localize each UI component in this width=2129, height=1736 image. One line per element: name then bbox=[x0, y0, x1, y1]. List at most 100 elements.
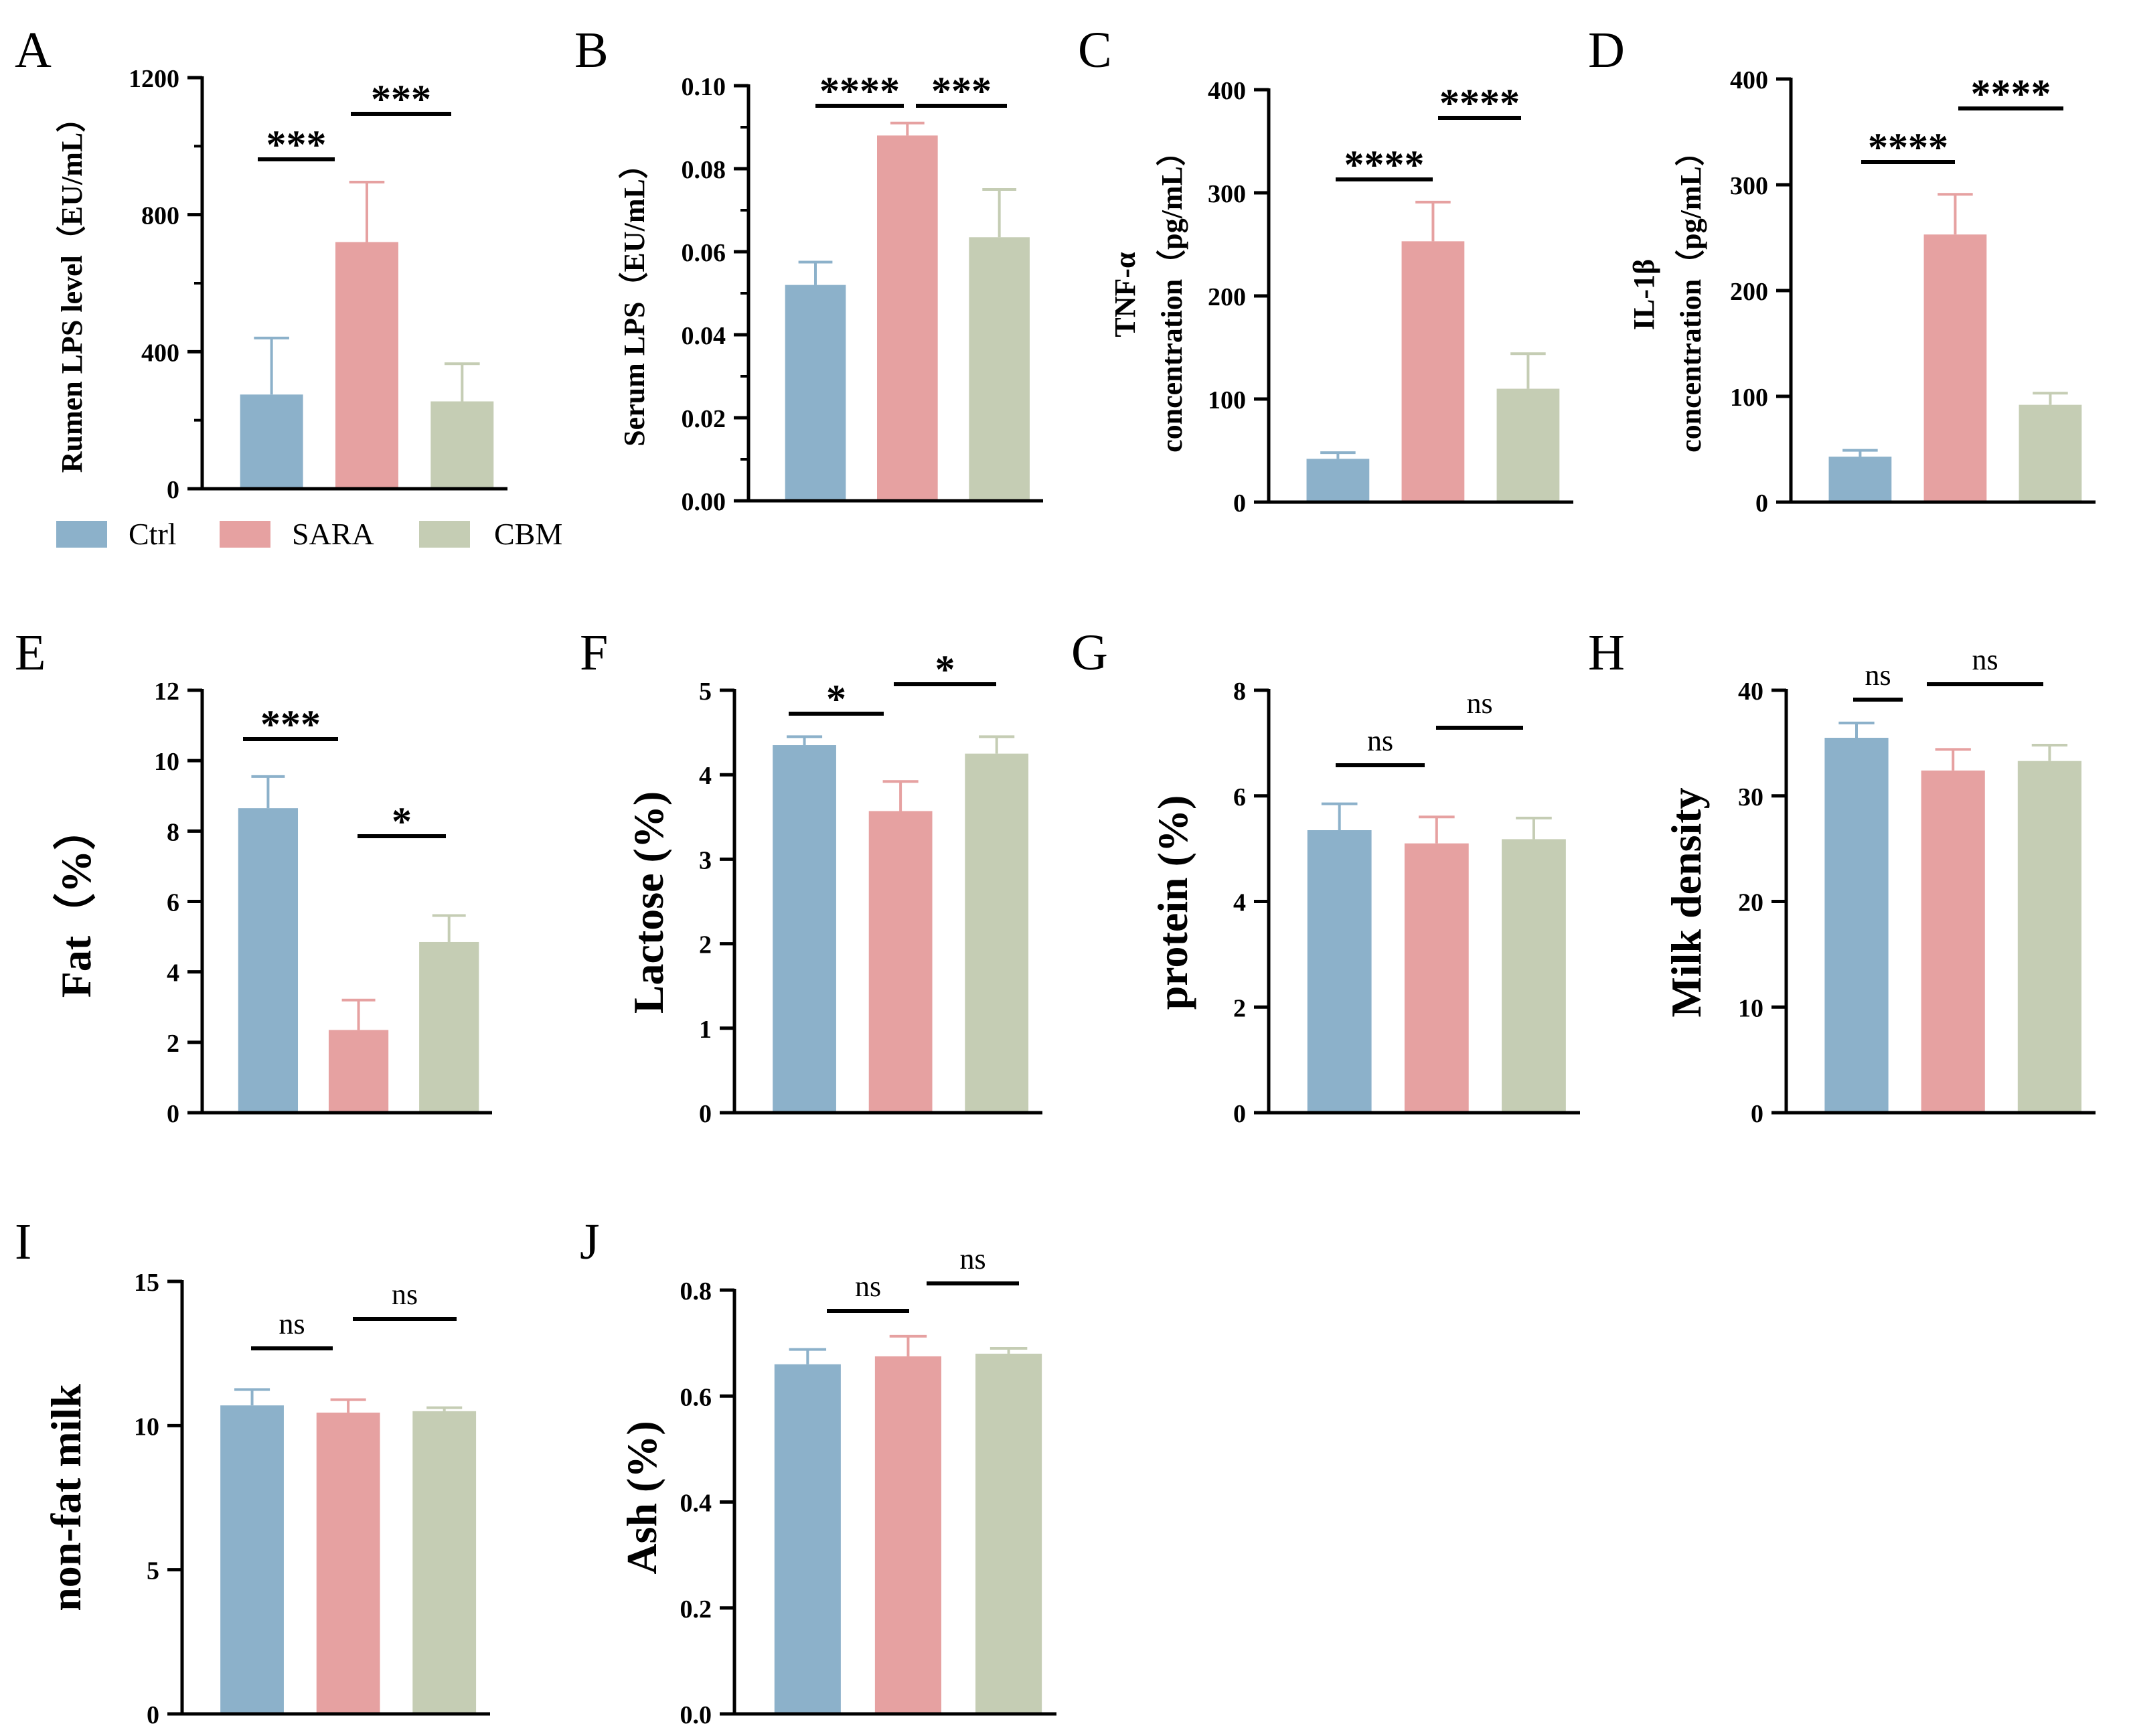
y-tick-label: 0.6 bbox=[680, 1383, 712, 1411]
bar-cbm bbox=[1502, 839, 1566, 1113]
bar-sara bbox=[1404, 843, 1469, 1113]
significance-label: ns bbox=[855, 1270, 881, 1303]
bar-ctrl bbox=[1307, 830, 1372, 1113]
legend-label-cbm: CBM bbox=[494, 517, 562, 551]
significance-label: ns bbox=[1865, 659, 1891, 692]
y-axis-label: Rumen LPS level（EU/mL） bbox=[56, 103, 88, 473]
bar-sara bbox=[1921, 770, 1985, 1113]
y-tick-label: 5 bbox=[699, 678, 712, 706]
significance-label: * bbox=[392, 799, 412, 844]
y-axis-label: TNF-α bbox=[1109, 252, 1141, 337]
y-axis-label: protein (%) bbox=[1149, 795, 1196, 1010]
panel-c: C 0 100 200 300 400 TNF-α concentration（pg/mL） *… bbox=[1078, 22, 1573, 518]
significance-label: ns bbox=[1466, 687, 1492, 720]
bar-ctrl bbox=[238, 808, 299, 1113]
y-axis-label: concentration（pg/mL） bbox=[1674, 137, 1707, 453]
y-tick-label: 10 bbox=[134, 1413, 159, 1441]
bar-ctrl bbox=[240, 394, 303, 489]
y-tick-label: 0 bbox=[1233, 1100, 1246, 1128]
bar-sara bbox=[316, 1412, 380, 1714]
panel-j: J 0.0 0.2 0.4 0.6 0.8 Ash (%) ns ns bbox=[580, 1214, 1056, 1729]
y-tick-label: 0.04 bbox=[682, 322, 726, 350]
y-tick-label: 0.8 bbox=[680, 1277, 712, 1306]
y-axis-label: IL-1β bbox=[1628, 259, 1660, 330]
y-tick-label: 2 bbox=[699, 931, 712, 959]
y-tick-label: 6 bbox=[167, 889, 179, 917]
y-tick-label: 0 bbox=[1751, 1100, 1763, 1128]
bar-ctrl bbox=[1828, 457, 1892, 502]
bar-ctrl bbox=[220, 1405, 284, 1714]
y-tick-label: 400 bbox=[1730, 66, 1768, 94]
y-tick-label: 40 bbox=[1738, 678, 1763, 706]
y-axis-label: Milk density bbox=[1662, 787, 1710, 1017]
significance-label: ns bbox=[392, 1278, 418, 1311]
y-tick-label: 0 bbox=[699, 1100, 712, 1128]
panel-letter: I bbox=[15, 1214, 31, 1270]
panel-letter: D bbox=[1588, 22, 1625, 78]
bar-cbm bbox=[965, 753, 1029, 1113]
y-tick-label: 400 bbox=[1208, 77, 1246, 105]
significance-label: **** bbox=[1344, 143, 1425, 187]
y-tick-label: 4 bbox=[1233, 889, 1246, 917]
y-tick-label: 6 bbox=[1233, 783, 1246, 811]
bar-cbm bbox=[2017, 761, 2081, 1113]
y-tick-label: 2 bbox=[1233, 994, 1246, 1022]
significance-label: * bbox=[826, 677, 846, 721]
y-tick-label: 0 bbox=[147, 1701, 159, 1729]
y-axis-label: Serum LPS（EU/mL） bbox=[618, 149, 651, 447]
bar-ctrl bbox=[1306, 459, 1370, 502]
panel-letter: H bbox=[1588, 625, 1625, 681]
y-tick-label: 8 bbox=[1233, 678, 1246, 706]
legend-label-ctrl: Ctrl bbox=[129, 517, 177, 551]
y-axis-label: Lactose (%) bbox=[625, 791, 672, 1014]
y-axis-label: Ash (%) bbox=[618, 1421, 665, 1574]
bar-sara bbox=[328, 1030, 389, 1113]
panel-letter: G bbox=[1071, 625, 1108, 681]
bar-sara bbox=[1923, 234, 1987, 502]
y-tick-label: 0.2 bbox=[680, 1595, 712, 1624]
panel-h: H 0 10 20 30 40 Milk density ns ns bbox=[1588, 625, 2096, 1128]
y-tick-label: 100 bbox=[1730, 384, 1768, 412]
legend-swatch-ctrl bbox=[56, 521, 107, 548]
y-tick-label: 400 bbox=[141, 339, 179, 367]
significance-label: *** bbox=[371, 77, 431, 121]
bar-sara bbox=[877, 135, 938, 501]
significance-label: **** bbox=[1868, 125, 1948, 169]
legend-swatch-sara bbox=[220, 521, 270, 548]
panel-a: A 0 400 800 1200 Rumen LPS level（EU/mL） *** *** bbox=[15, 22, 507, 504]
bar-cbm bbox=[412, 1411, 477, 1714]
significance-label: **** bbox=[819, 69, 900, 113]
panel-b: B 0.00 0.02 0.04 0.06 0.08 0.10 Serum LPS（EU/mL… bbox=[574, 22, 1043, 516]
panel-f: F 0 1 2 3 4 5 Lactose (%) * * bbox=[580, 625, 1042, 1128]
legend-swatch-cbm bbox=[419, 521, 470, 548]
panel-letter: B bbox=[574, 22, 609, 78]
significance-label: ns bbox=[1367, 724, 1393, 757]
y-axis-label: non-fat milk bbox=[42, 1384, 90, 1611]
bar-sara bbox=[868, 811, 933, 1113]
bar-ctrl bbox=[1824, 737, 1889, 1113]
significance-label: *** bbox=[266, 123, 327, 167]
bar-sara bbox=[874, 1356, 942, 1714]
y-tick-label: 0 bbox=[167, 1100, 179, 1128]
y-tick-label: 300 bbox=[1208, 180, 1246, 208]
bar-cbm bbox=[1496, 388, 1560, 502]
panel-letter: A bbox=[15, 22, 52, 78]
significance-label: **** bbox=[1971, 72, 2051, 116]
y-tick-label: 0.00 bbox=[682, 488, 726, 516]
significance-label: ns bbox=[959, 1243, 985, 1275]
y-tick-label: 200 bbox=[1730, 278, 1768, 306]
bar-sara bbox=[1401, 241, 1465, 502]
y-axis-label: Fat（%） bbox=[52, 807, 100, 998]
y-tick-label: 0.0 bbox=[680, 1701, 712, 1729]
y-tick-label: 0 bbox=[1755, 489, 1768, 518]
y-tick-label: 4 bbox=[167, 959, 179, 988]
y-tick-label: 0.02 bbox=[682, 405, 726, 433]
y-tick-label: 30 bbox=[1738, 783, 1763, 811]
y-tick-label: 2 bbox=[167, 1030, 179, 1058]
y-tick-label: 100 bbox=[1208, 386, 1246, 414]
significance-label: * bbox=[935, 647, 955, 692]
y-tick-label: 0.4 bbox=[680, 1490, 712, 1518]
panel-d: D 0 100 200 300 400 IL-1β concentration（pg/mL） *… bbox=[1588, 22, 2096, 518]
legend-label-sara: SARA bbox=[292, 517, 374, 551]
